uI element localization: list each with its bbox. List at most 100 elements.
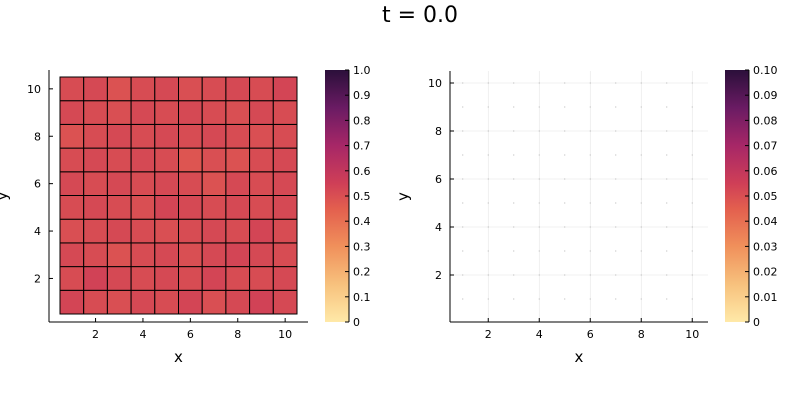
heatmap-cell (201, 195, 227, 220)
grid-dot (462, 298, 464, 300)
heatmap-cell (154, 266, 180, 291)
colorbar-tick-label: 0.09 (753, 89, 778, 102)
grid-dot (513, 250, 515, 252)
heatmap-cell (178, 266, 203, 291)
heatmap-cell (154, 242, 180, 268)
heatmap-cell (106, 147, 132, 173)
grid-dot (589, 250, 591, 252)
heatmap-cell (272, 218, 298, 244)
colorbar-tick-label: 0.02 (753, 266, 778, 279)
heatmap-cell (154, 171, 180, 197)
heatmap-cell (130, 218, 156, 244)
grid-dot (691, 202, 693, 204)
grid-dot (666, 250, 668, 252)
heatmap-cell (178, 171, 203, 197)
heatmap-cell (178, 218, 203, 244)
heatmap-cell (225, 195, 251, 220)
colorbar-tick-label: 0.04 (753, 215, 778, 228)
heatmap-cell (201, 289, 227, 315)
grid-dot (538, 250, 540, 252)
grid-dot (640, 274, 642, 276)
heatmap-cell (178, 100, 203, 125)
y-tick-label: 2 (435, 269, 442, 282)
y-axis-label: y (394, 192, 412, 201)
heatmap-cell (154, 76, 180, 102)
grid-dot (564, 274, 566, 276)
heatmap-cell (178, 195, 203, 220)
grid-dot (487, 106, 489, 108)
grid-dot (513, 274, 515, 276)
heatmap-cell (272, 123, 298, 149)
grid-dot (640, 202, 642, 204)
grid-dot (487, 178, 489, 180)
heatmap-cell (83, 76, 108, 102)
x-tick-label: 4 (139, 328, 146, 341)
grid-dot (691, 82, 693, 84)
y-tick-label: 10 (27, 83, 41, 96)
grid-dot (513, 130, 515, 132)
grid-dot (589, 130, 591, 132)
colorbar-tick-label: 0 (753, 316, 760, 329)
heatmap-cell (225, 266, 251, 291)
heatmap-cell (130, 76, 156, 102)
heatmap-cell (59, 218, 85, 244)
heatmap-cell (59, 195, 85, 220)
grid-dot (666, 178, 668, 180)
heatmap-cell (272, 171, 298, 197)
grid-dot (640, 178, 642, 180)
colorbar-tick-label: 0.7 (353, 140, 371, 153)
heatmap-cell (225, 242, 251, 268)
x-tick-label: 8 (638, 328, 645, 341)
heatmap-cell (59, 123, 85, 149)
heatmap-cell (106, 242, 132, 268)
colorbar-tick-label: 0.05 (753, 190, 778, 203)
heatmap-cell (201, 100, 227, 125)
x-tick-label: 2 (485, 328, 492, 341)
grid-dot (538, 106, 540, 108)
grid-dot (640, 82, 642, 84)
grid-dot (589, 178, 591, 180)
grid-dot (589, 202, 591, 204)
y-tick-label: 2 (34, 272, 41, 285)
heatmap-cell (59, 289, 85, 315)
grid-dot (615, 154, 617, 156)
grid-dot (691, 298, 693, 300)
heatmap-cell (225, 289, 251, 315)
heatmap-cell (249, 195, 274, 220)
heatmap-cell (106, 266, 132, 291)
heatmap-cell (249, 171, 274, 197)
grid-dot (538, 130, 540, 132)
grid-dot (538, 298, 540, 300)
heatmap-cell (225, 171, 251, 197)
heatmap-cell (201, 266, 227, 291)
heatmap-cell (225, 147, 251, 173)
grid-dot (691, 106, 693, 108)
grid-dot (487, 202, 489, 204)
heatmap-cell (225, 76, 251, 102)
grid-dot (666, 106, 668, 108)
y-tick-label: 8 (34, 130, 41, 143)
heatmap-cell (249, 266, 274, 291)
grid-dot (589, 274, 591, 276)
heatmap-cell (83, 289, 108, 315)
colorbar-tick-label: 0.6 (353, 165, 371, 178)
colorbar-tick-label: 0.5 (353, 190, 371, 203)
grid-dot (691, 250, 693, 252)
heatmap-cell (272, 147, 298, 173)
grid-dot (462, 130, 464, 132)
heatmap-cell (83, 266, 108, 291)
grid-dot (691, 130, 693, 132)
grid-dot (589, 82, 591, 84)
heatmap-cell (272, 289, 298, 315)
grid-dot (538, 82, 540, 84)
heatmap-cell (154, 100, 180, 125)
x-axis-label: x (174, 348, 183, 366)
heatmap-cell (106, 123, 132, 149)
heatmap-cell (201, 242, 227, 268)
grid-dot (564, 202, 566, 204)
grid-dot (691, 274, 693, 276)
grid-dot (666, 226, 668, 228)
x-tick-label: 6 (187, 328, 194, 341)
grid-dot (615, 202, 617, 204)
grid-dot (462, 106, 464, 108)
